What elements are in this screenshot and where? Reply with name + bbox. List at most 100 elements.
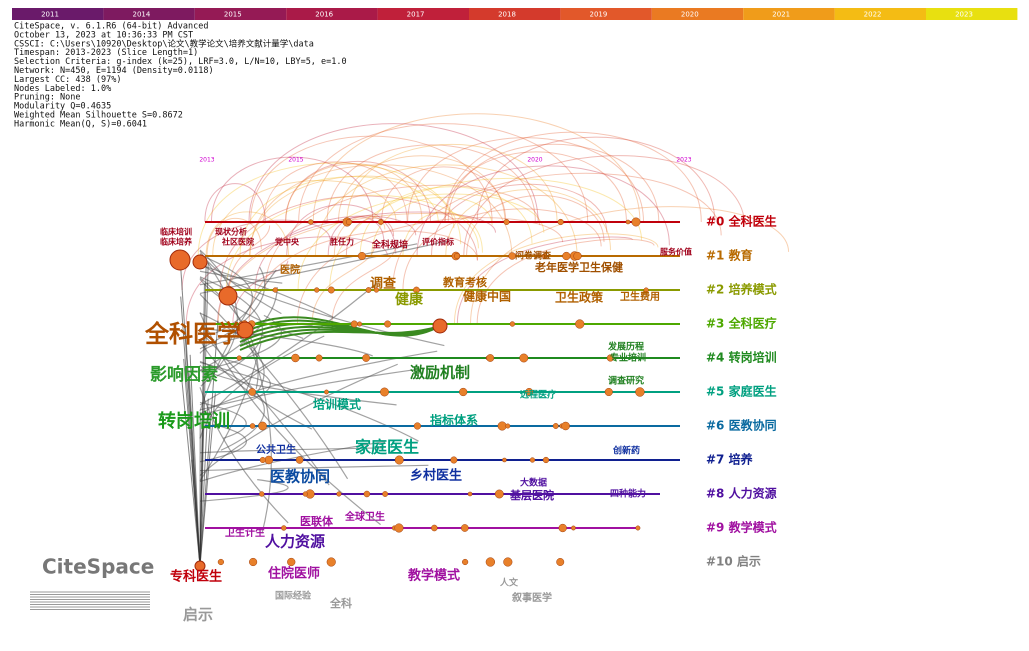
- node: [219, 287, 237, 305]
- keyword: 教学模式: [407, 568, 460, 584]
- keyword: 全科: [329, 596, 352, 610]
- keyword: 现状分析: [215, 227, 247, 237]
- keyword: 健康: [395, 291, 424, 308]
- node: [357, 322, 362, 327]
- cluster-label: #0 全科医生: [706, 214, 777, 229]
- node: [237, 356, 242, 361]
- keyword: 远程医疗: [520, 389, 556, 401]
- keyword: 家庭医生: [355, 438, 419, 457]
- node: [249, 388, 256, 395]
- keyword: 大数据: [520, 477, 547, 489]
- cluster-label: #2 培养模式: [706, 282, 777, 297]
- year-label: 2020: [681, 11, 699, 19]
- cluster-label: #1 教育: [706, 248, 753, 263]
- keyword: 基层医院: [509, 488, 554, 502]
- node: [461, 524, 468, 531]
- node: [468, 492, 472, 496]
- node: [281, 526, 286, 531]
- keyword: 专科医生: [170, 569, 222, 585]
- keyword: 乡村医生: [410, 468, 462, 484]
- keyword: 转岗培训: [158, 410, 230, 432]
- keyword: 医联体: [300, 514, 334, 528]
- keyword: 医院: [280, 263, 300, 276]
- cluster-label: #3 全科医疗: [706, 316, 777, 331]
- node: [520, 354, 528, 362]
- node: [249, 558, 257, 566]
- node: [571, 526, 575, 530]
- keyword: 临床培养: [160, 237, 192, 247]
- node: [291, 354, 299, 362]
- node: [553, 423, 558, 428]
- keyword: 发展历程: [607, 341, 644, 353]
- keyword: 教育考核: [442, 275, 487, 289]
- keyword: 全科医学: [144, 320, 241, 348]
- node: [296, 456, 303, 463]
- year-label: 2014: [132, 11, 150, 19]
- node: [382, 491, 387, 496]
- node: [346, 219, 352, 225]
- keyword: 叙事医学: [511, 591, 552, 604]
- year-label: 2016: [315, 11, 333, 19]
- year-label: 2019: [589, 11, 607, 19]
- node: [364, 491, 370, 497]
- node: [265, 456, 273, 464]
- node: [451, 457, 458, 464]
- node: [287, 558, 295, 566]
- cluster-label: #10 启示: [706, 554, 761, 569]
- node: [328, 287, 334, 293]
- node: [557, 558, 564, 565]
- node: [395, 524, 404, 533]
- node: [487, 354, 494, 361]
- node: [563, 252, 571, 260]
- keyword: 卫生政策: [555, 290, 604, 305]
- keyword: 党中央: [275, 237, 300, 247]
- timeline-year: 2023: [676, 157, 691, 164]
- node: [574, 252, 582, 260]
- keyword: 创新药: [612, 445, 640, 457]
- node: [324, 390, 328, 394]
- keyword: 评价指标: [422, 237, 454, 247]
- node: [626, 220, 630, 224]
- node: [384, 321, 391, 328]
- timeline-year: 2013: [199, 157, 214, 164]
- keyword: 指标体系: [430, 413, 478, 428]
- node: [193, 255, 207, 269]
- keyword: 公共卫生: [256, 443, 296, 456]
- keyword: 人力资源: [265, 533, 325, 551]
- keyword: 全科规培: [371, 239, 408, 251]
- node: [395, 456, 404, 465]
- node: [362, 354, 369, 361]
- node: [303, 492, 308, 497]
- node: [314, 288, 319, 293]
- keyword: 问卷调查: [515, 250, 552, 262]
- cluster-label: #8 人力资源: [706, 486, 777, 501]
- keyword: 卫生费用: [620, 290, 660, 303]
- node: [510, 322, 515, 327]
- node: [316, 355, 322, 361]
- node: [273, 288, 278, 293]
- keyword: 临床培训: [160, 227, 192, 237]
- keyword: 人文: [499, 577, 519, 589]
- year-label: 2011: [41, 11, 59, 19]
- node: [459, 388, 467, 396]
- node: [258, 422, 266, 430]
- year-label: 2017: [407, 11, 425, 19]
- node: [454, 253, 459, 258]
- node: [559, 524, 567, 532]
- node: [562, 422, 570, 430]
- keyword: 卫生计生: [225, 526, 265, 539]
- keyword: 影响因素: [150, 364, 218, 385]
- node: [170, 250, 190, 270]
- year-label: 2015: [224, 11, 242, 19]
- year-label: 2022: [864, 11, 882, 19]
- node: [530, 458, 535, 463]
- node: [337, 492, 342, 497]
- cluster-label: #4 转岗培训: [706, 350, 777, 365]
- node: [486, 558, 495, 567]
- keyword: 健康中国: [463, 289, 511, 304]
- node: [462, 559, 468, 565]
- node: [378, 219, 383, 224]
- keyword: 医教协同: [270, 468, 330, 486]
- node: [498, 422, 507, 431]
